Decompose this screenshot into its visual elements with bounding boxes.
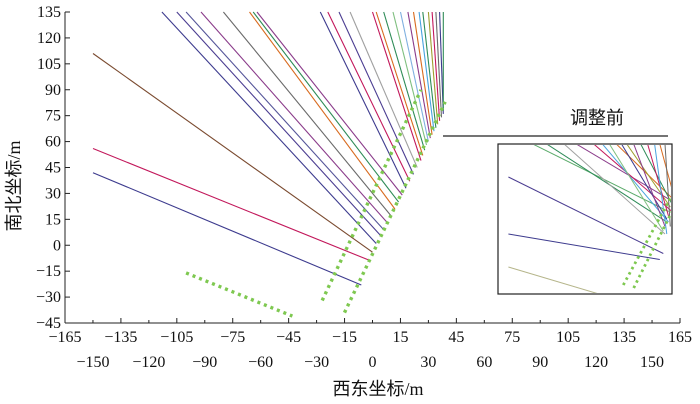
series-line xyxy=(256,11,403,196)
inset-series-line xyxy=(664,145,671,227)
y-tick-label: 90 xyxy=(45,82,61,99)
x-tick-label: 135 xyxy=(612,329,636,346)
x-tick-label: 105 xyxy=(556,329,580,346)
series-line xyxy=(161,11,377,244)
x-tick-label: 75 xyxy=(504,329,520,346)
inset-boundary-dotted-line xyxy=(622,194,671,286)
inset-series-line xyxy=(633,145,666,227)
series-line xyxy=(92,53,373,253)
x-tick-label: −30 xyxy=(304,354,329,371)
x-tick-label: −120 xyxy=(132,354,165,371)
series-line xyxy=(222,11,392,217)
x-tick-label: −15 xyxy=(332,329,357,346)
y-tick-label: −30 xyxy=(36,289,61,306)
inset-series-line xyxy=(594,145,671,212)
series-line xyxy=(176,11,381,236)
series-line xyxy=(249,11,396,210)
x-tick-label: 15 xyxy=(392,329,408,346)
inset-series-line xyxy=(533,145,669,212)
x-tick-label: −105 xyxy=(160,329,193,346)
x-tick-label: −135 xyxy=(104,329,137,346)
inset-series-line xyxy=(654,145,668,235)
series-line xyxy=(349,11,418,168)
x-tick-label: 120 xyxy=(584,354,608,371)
inset-series-line xyxy=(508,266,598,293)
series-line xyxy=(399,11,429,142)
series-line xyxy=(418,11,435,132)
x-axis-title: 西东坐标/m xyxy=(332,379,423,399)
series-line xyxy=(327,11,411,182)
x-tick-label: −165 xyxy=(48,329,81,346)
x-tick-label: −150 xyxy=(76,354,109,371)
series-line xyxy=(338,11,414,175)
series-line xyxy=(422,11,437,128)
x-tick-label: 45 xyxy=(448,329,464,346)
y-tick-label: 120 xyxy=(37,30,61,47)
y-tick-label: −15 xyxy=(36,263,61,280)
inset-series-line xyxy=(647,145,669,217)
y-tick-label: 60 xyxy=(45,134,61,151)
x-tick-label: 30 xyxy=(420,354,436,371)
x-tick-label: 90 xyxy=(532,354,548,371)
x-tick-label: −90 xyxy=(192,354,217,371)
inset-series-group xyxy=(508,145,671,293)
inset-series-line xyxy=(577,145,671,201)
boundary-dotted-line xyxy=(185,271,294,318)
x-tick-label: 60 xyxy=(476,354,492,371)
y-tick-label: 75 xyxy=(45,108,61,125)
series-line xyxy=(92,172,362,286)
series-line xyxy=(383,11,426,151)
y-tick-label: 15 xyxy=(45,211,61,228)
series-line xyxy=(392,11,428,146)
inset-series-line xyxy=(508,233,660,260)
tick-layer: −165 −135 −105 −75 −45 −15 15 45 75 105 135 165−150… xyxy=(36,4,692,371)
y-tick-label: 135 xyxy=(37,4,61,21)
inset-series-line xyxy=(621,145,668,220)
inset-series-line xyxy=(609,145,664,232)
inset-panel xyxy=(443,135,673,295)
x-tick-label: 0 xyxy=(369,354,377,371)
series-line xyxy=(427,11,439,125)
y-tick-label: 45 xyxy=(45,160,61,177)
series-line xyxy=(200,11,388,224)
x-tick-label: 165 xyxy=(668,329,692,346)
inset-series-line xyxy=(547,145,668,223)
y-tick-label: 30 xyxy=(45,185,61,202)
x-tick-label: −75 xyxy=(220,329,245,346)
series-line xyxy=(185,11,385,231)
series-line xyxy=(92,147,371,262)
y-tick-label: 0 xyxy=(53,237,61,254)
inset-series-line xyxy=(659,145,671,188)
series-line xyxy=(431,11,441,121)
series-line xyxy=(439,11,444,114)
series-line xyxy=(412,11,433,135)
inset-series-line xyxy=(602,145,669,223)
x-tick-label: −60 xyxy=(248,354,273,371)
inset-series-line xyxy=(508,176,664,254)
x-tick-label: −45 xyxy=(276,329,301,346)
series-line xyxy=(319,11,407,189)
y-tick-label: −45 xyxy=(36,315,61,332)
series-line xyxy=(435,11,443,118)
inset-boundary-dotted-line xyxy=(632,210,671,289)
y-tick-label: 105 xyxy=(37,56,61,73)
inset-series-line xyxy=(564,145,666,235)
x-tick-label: 150 xyxy=(640,354,664,371)
series-line xyxy=(407,11,431,139)
y-axis-title: 南北坐标/m xyxy=(4,140,24,231)
inset-title: 调整前 xyxy=(570,108,624,128)
series-line xyxy=(252,11,400,203)
series-line xyxy=(371,11,422,161)
series-layer xyxy=(92,11,447,318)
series-line xyxy=(375,11,424,156)
